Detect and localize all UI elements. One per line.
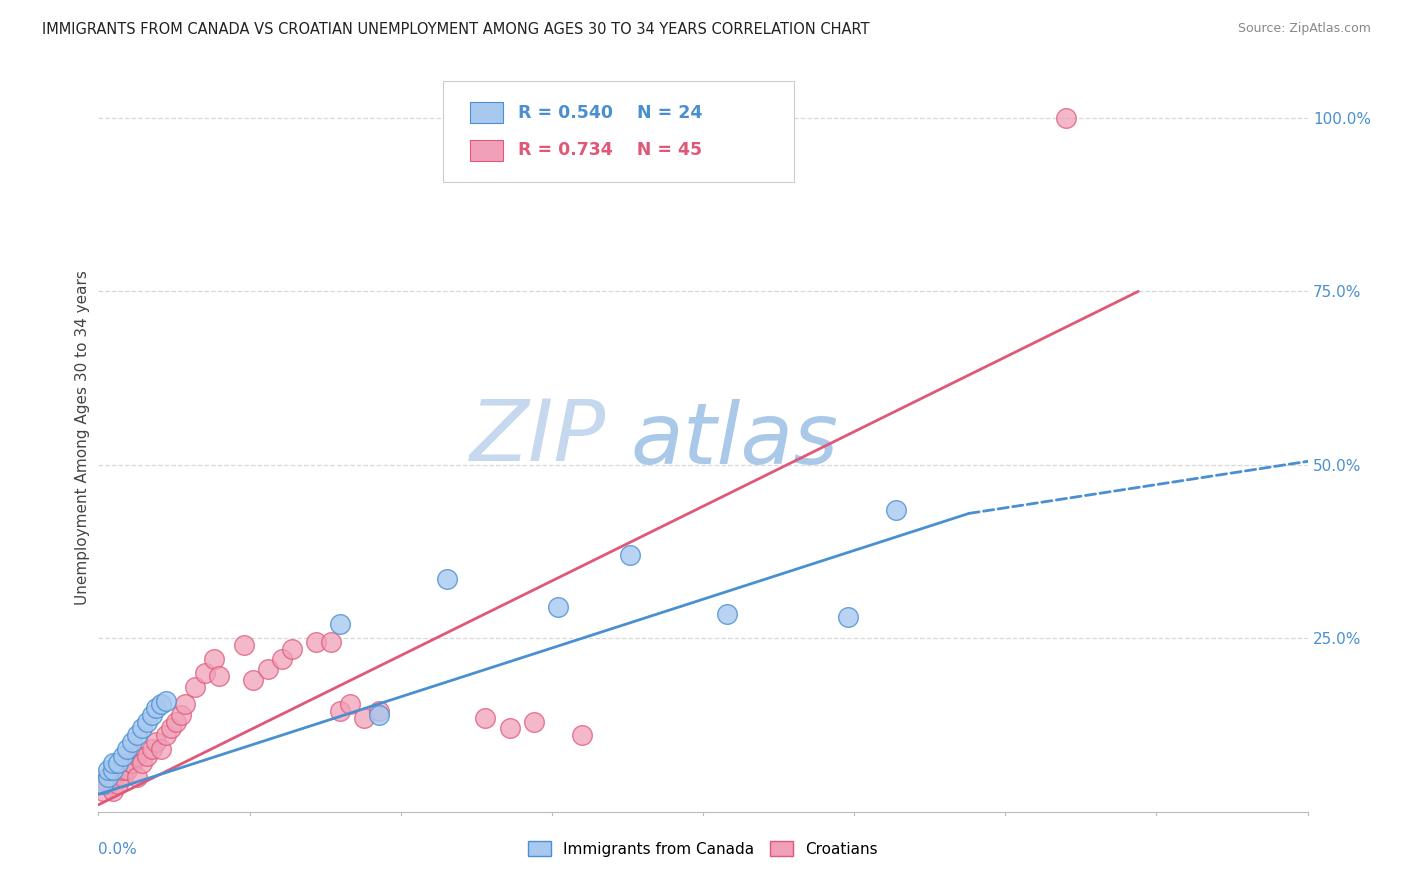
Point — [117, 763, 139, 777]
Point — [305, 634, 328, 648]
Point — [368, 707, 391, 722]
Point — [107, 756, 129, 771]
Point — [145, 700, 167, 714]
Point — [150, 742, 173, 756]
Point — [91, 777, 114, 791]
Legend: Immigrants from Canada, Croatians: Immigrants from Canada, Croatians — [529, 840, 877, 856]
Point — [91, 784, 114, 798]
Point — [271, 652, 294, 666]
Text: atlas: atlas — [630, 400, 838, 483]
Point — [97, 763, 120, 777]
Text: 0.0%: 0.0% — [98, 842, 138, 856]
Point — [204, 652, 226, 666]
Point — [97, 777, 120, 791]
Point — [256, 663, 278, 677]
Point — [135, 714, 157, 729]
FancyBboxPatch shape — [443, 81, 793, 182]
Point — [155, 694, 177, 708]
Point — [165, 714, 187, 729]
Point — [837, 610, 859, 624]
Point — [111, 763, 134, 777]
Point — [155, 728, 177, 742]
Point — [208, 669, 231, 683]
Text: R = 0.734    N = 45: R = 0.734 N = 45 — [517, 141, 702, 159]
Point — [97, 770, 120, 784]
Point — [368, 704, 391, 718]
Point — [169, 707, 191, 722]
Point — [145, 735, 167, 749]
Point — [319, 634, 342, 648]
Point — [111, 749, 134, 764]
Point — [101, 763, 124, 777]
Point — [141, 707, 163, 722]
Point — [121, 756, 143, 771]
Point — [232, 638, 254, 652]
Point — [131, 756, 153, 771]
Y-axis label: Unemployment Among Ages 30 to 34 years: Unemployment Among Ages 30 to 34 years — [75, 269, 90, 605]
Text: IMMIGRANTS FROM CANADA VS CROATIAN UNEMPLOYMENT AMONG AGES 30 TO 34 YEARS CORREL: IMMIGRANTS FROM CANADA VS CROATIAN UNEMP… — [42, 22, 870, 37]
Point — [716, 607, 738, 621]
Point — [121, 735, 143, 749]
Text: ZIP: ZIP — [470, 395, 606, 479]
Point — [174, 697, 197, 711]
Bar — [470, 103, 503, 123]
Point — [127, 749, 149, 764]
Point — [107, 777, 129, 791]
Point — [498, 722, 520, 736]
Point — [886, 503, 908, 517]
Point — [150, 697, 173, 711]
Text: Source: ZipAtlas.com: Source: ZipAtlas.com — [1237, 22, 1371, 36]
Point — [329, 617, 352, 632]
Point — [91, 777, 114, 791]
Point — [135, 749, 157, 764]
Point — [111, 770, 134, 784]
Point — [619, 548, 641, 562]
Point — [121, 756, 143, 771]
Point — [353, 711, 375, 725]
Point — [160, 722, 183, 736]
Point — [127, 770, 149, 784]
Point — [1054, 111, 1077, 125]
Point — [184, 680, 207, 694]
Point — [242, 673, 264, 687]
Point — [101, 756, 124, 771]
Point — [474, 711, 496, 725]
Text: R = 0.540    N = 24: R = 0.540 N = 24 — [517, 103, 703, 121]
Point — [97, 770, 120, 784]
Bar — [470, 140, 503, 161]
Point — [131, 722, 153, 736]
Point — [436, 572, 458, 586]
Point — [101, 784, 124, 798]
Point — [329, 704, 352, 718]
Point — [571, 728, 593, 742]
Point — [523, 714, 546, 729]
Point — [101, 770, 124, 784]
Point — [194, 665, 217, 680]
Point — [107, 763, 129, 777]
Point — [117, 742, 139, 756]
Point — [547, 600, 569, 615]
Point — [127, 728, 149, 742]
Point — [141, 742, 163, 756]
Point — [281, 641, 304, 656]
Point — [339, 697, 361, 711]
